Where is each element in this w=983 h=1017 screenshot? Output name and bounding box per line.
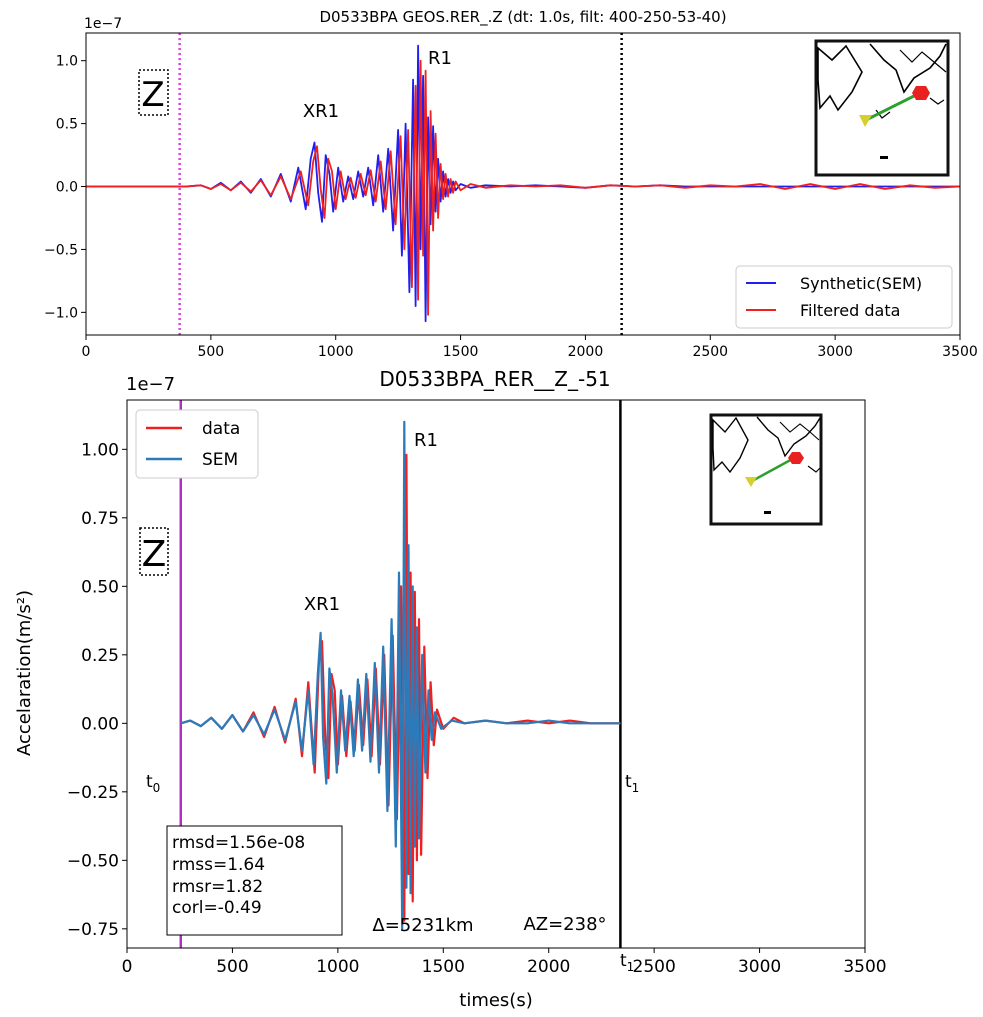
bottom-plot-frame — [126, 399, 866, 949]
top-component-label: Z — [141, 75, 164, 115]
bottom-component-box — [139, 527, 169, 576]
bottom-y-tick-label: −0.50 — [67, 851, 119, 871]
bottom-x-tick-label: 1500 — [422, 957, 465, 977]
top-component-box — [138, 69, 169, 116]
bottom-y-tick-label: 0.50 — [81, 577, 119, 597]
bottom-x-tick-label: 2500 — [633, 957, 676, 977]
top-y-exponent: 1e−7 — [84, 16, 122, 32]
stats-corl: corl=-0.49 — [172, 898, 262, 918]
bottom-y-tick-label: −0.25 — [67, 783, 119, 803]
stats-rmsd: rmsd=1.56e-08 — [172, 833, 305, 853]
bottom-legend-label-data: data — [202, 419, 240, 439]
top-map-station-icon — [859, 115, 872, 127]
bottom-x-tick-label: 500 — [216, 957, 248, 977]
bottom-y-exponent: 1e−7 — [126, 374, 175, 395]
bottom-component-label: Z — [142, 534, 167, 575]
bottom-y-tick-label: 0.25 — [81, 646, 119, 666]
top-y-tick-label: 1.0 — [56, 54, 78, 70]
top-x-tick-label: 500 — [197, 344, 224, 360]
top-x-tick-label: 0 — [82, 344, 91, 360]
top-series-synthetic-sem- — [86, 44, 960, 323]
top-chart: D0533BPA GEOS.RER_.Z (dt: 1.0s, filt: 40… — [44, 8, 978, 360]
bottom-annotation-xr1: XR1 — [304, 594, 340, 615]
top-series-filtered-data — [86, 59, 961, 316]
bottom-y-axis-label: Accelaration(m/s²) — [14, 590, 35, 756]
top-y-tick-label: 0.0 — [56, 180, 78, 196]
bottom-map-event-icon — [788, 452, 804, 464]
top-annotation-xr1: XR1 — [303, 101, 339, 122]
bottom-legend-label-sem: SEM — [202, 450, 238, 470]
top-map-event-icon — [912, 86, 930, 100]
top-map-inset — [814, 39, 950, 177]
top-y-tick-label: 0.5 — [56, 117, 78, 133]
bottom-annotation-azimuth: AZ=238° — [523, 914, 606, 935]
top-x-tick-label: 3000 — [817, 344, 853, 360]
bottom-t0-marker: t0 — [146, 772, 160, 795]
bottom-t1-axis-marker: t1 — [620, 951, 634, 974]
bottom-annotation-r1: R1 — [414, 430, 438, 451]
top-x-tick-label: 2500 — [692, 344, 728, 360]
bottom-chart-title: D0533BPA_RER__Z_-51 — [379, 367, 610, 391]
stats-rmss: rmss=1.64 — [172, 855, 265, 875]
top-x-tick-label: 3500 — [942, 344, 978, 360]
bottom-series-sem — [180, 420, 621, 930]
top-legend: Synthetic(SEM) Filtered data — [735, 265, 953, 329]
bottom-chart: D0533BPA_RER__Z_-51 1e−7 0 500 1000 1500 200… — [14, 367, 887, 1011]
bottom-x-tick-label: 1000 — [316, 957, 359, 977]
stats-rmsr: rmsr=1.82 — [172, 877, 263, 897]
top-annotation-r1: R1 — [428, 48, 452, 69]
top-x-tick-label: 1500 — [443, 344, 479, 360]
bottom-map-path — [751, 455, 797, 483]
top-y-tick-label: −0.5 — [44, 242, 78, 258]
bottom-x-axis-label: times(s) — [459, 990, 532, 1011]
bottom-x-tick-label: 2000 — [527, 957, 570, 977]
bottom-map-station-icon — [745, 477, 757, 487]
bottom-y-tick-label: 0.75 — [81, 509, 119, 529]
bottom-x-tick-label: 0 — [122, 957, 133, 977]
bottom-x-tick-label: 3000 — [738, 957, 781, 977]
bottom-y-tick-label: 1.00 — [81, 440, 119, 460]
bottom-x-tick-label: 3500 — [843, 957, 886, 977]
top-legend-label-data: Filtered data — [800, 301, 900, 320]
top-legend-label-sem: Synthetic(SEM) — [800, 274, 922, 293]
top-plot-frame — [85, 32, 961, 336]
top-x-tick-label: 2000 — [568, 344, 604, 360]
bottom-y-tick-label: −0.75 — [67, 920, 119, 940]
bottom-legend: data SEM — [135, 409, 259, 479]
top-y-tick-label: −1.0 — [44, 305, 78, 321]
bottom-annotation-distance: Δ=5231km — [372, 915, 473, 936]
top-chart-title: D0533BPA GEOS.RER_.Z (dt: 1.0s, filt: 40… — [319, 8, 726, 27]
top-x-tick-label: 1000 — [318, 344, 354, 360]
bottom-map-inset — [709, 413, 823, 526]
bottom-y-tick-label: 0.00 — [81, 714, 119, 734]
bottom-stats-box: rmsd=1.56e-08 rmss=1.64 rmsr=1.82 corl=-… — [166, 825, 343, 936]
top-map-path — [865, 90, 923, 122]
bottom-t1-marker: t1 — [625, 772, 639, 795]
